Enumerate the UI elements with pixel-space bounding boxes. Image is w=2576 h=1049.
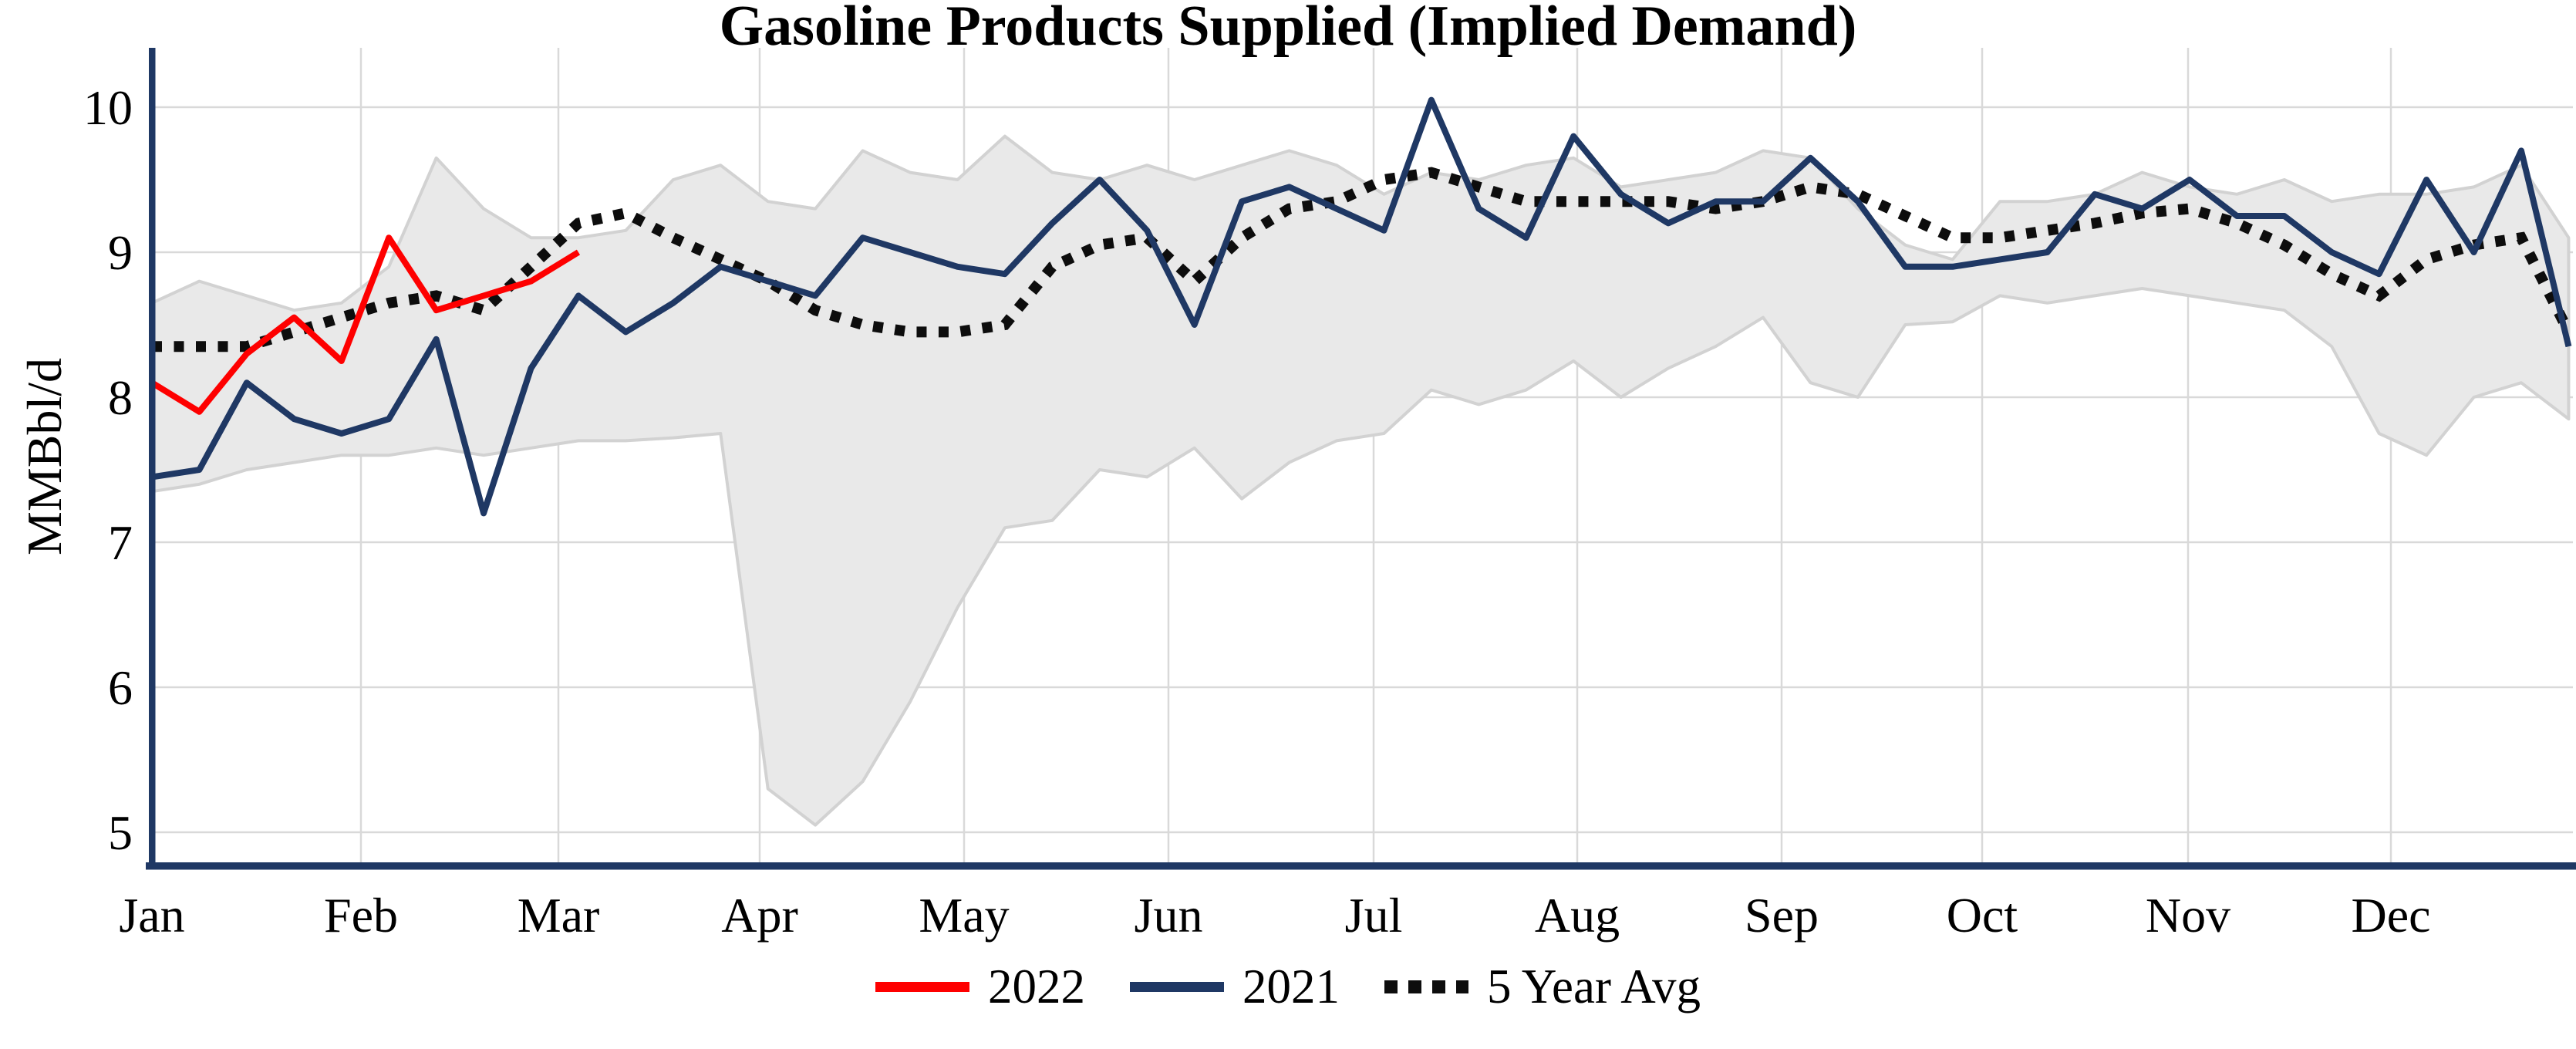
legend-swatch-5yr-avg-dotted-icon	[1384, 980, 1468, 993]
legend-label-2021: 2021	[1242, 960, 1340, 1014]
y-tick-label: 5	[108, 805, 133, 860]
y-tick-label: 10	[83, 80, 133, 135]
y-axis-title: MMBbl/d	[17, 357, 72, 556]
legend: 2022 2021 5 Year Avg	[0, 963, 2576, 1011]
x-tick-label: Mar	[518, 888, 600, 943]
legend-item-2021: 2021	[1129, 960, 1340, 1014]
legend-label-5yr-avg: 5 Year Avg	[1486, 960, 1701, 1014]
x-tick-label: Nov	[2146, 888, 2230, 943]
y-tick-label: 8	[108, 370, 133, 425]
legend-item-2022: 2022	[875, 963, 1085, 1011]
legend-swatch-2022	[875, 982, 969, 992]
x-tick-label: Dec	[2351, 888, 2430, 943]
line-2021	[151, 96, 2572, 517]
y-axis-spine	[149, 48, 156, 869]
y-tick-label: 7	[108, 515, 133, 570]
x-tick-label: Aug	[1535, 888, 1620, 943]
x-tick-label: Jan	[119, 888, 184, 943]
chart-title: Gasoline Products Supplied (Implied Dema…	[719, 0, 1857, 58]
x-tick-label: Jun	[1135, 888, 1203, 943]
x-axis-spine	[146, 862, 2576, 870]
x-tick-label: Oct	[1947, 888, 2018, 943]
x-tick-label: Apr	[721, 888, 798, 943]
x-tick-label: Feb	[324, 888, 398, 943]
y-tick-label: 9	[108, 225, 133, 280]
legend-swatch-2021	[1129, 982, 1224, 992]
x-tick-label: May	[919, 888, 1009, 943]
line-2022	[150, 234, 581, 415]
five-year-range-band	[150, 134, 2571, 827]
x-tick-label: Jul	[1345, 888, 1403, 943]
x-tick-label: Sep	[1745, 888, 1819, 943]
y-tick-label: 6	[108, 660, 133, 715]
legend-item-5yr-avg: 5 Year Avg	[1384, 963, 1701, 1011]
line-5-year-avg	[152, 167, 2574, 352]
legend-label-2022: 2022	[987, 960, 1085, 1014]
